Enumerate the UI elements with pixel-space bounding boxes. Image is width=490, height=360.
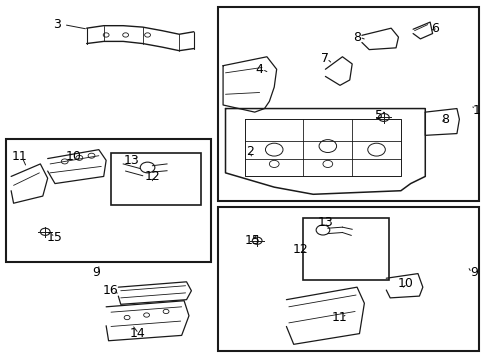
Text: 11: 11 — [332, 311, 348, 324]
Text: 8: 8 — [353, 31, 361, 44]
Text: 6: 6 — [431, 22, 439, 35]
Text: 16: 16 — [103, 284, 119, 297]
Text: 3: 3 — [53, 18, 61, 31]
Text: 7: 7 — [321, 52, 329, 65]
Text: 10: 10 — [66, 150, 81, 163]
Bar — [218, 207, 479, 351]
Text: 11: 11 — [12, 150, 28, 163]
Text: 4: 4 — [256, 63, 264, 76]
Text: 8: 8 — [441, 113, 449, 126]
Text: 12: 12 — [293, 243, 309, 256]
Text: 15: 15 — [245, 234, 260, 247]
Text: 13: 13 — [124, 154, 140, 167]
Text: 13: 13 — [318, 216, 333, 229]
Text: 10: 10 — [398, 277, 414, 290]
Text: 15: 15 — [47, 231, 63, 244]
Bar — [218, 7, 479, 202]
Text: 12: 12 — [145, 170, 160, 183]
Bar — [303, 217, 389, 280]
Bar — [6, 139, 211, 262]
Text: 14: 14 — [130, 327, 146, 340]
Text: 2: 2 — [246, 145, 254, 158]
Text: 1: 1 — [472, 104, 480, 117]
Text: 9: 9 — [470, 266, 478, 279]
Text: 5: 5 — [375, 109, 383, 122]
Bar — [111, 153, 201, 205]
Text: 9: 9 — [93, 266, 100, 279]
